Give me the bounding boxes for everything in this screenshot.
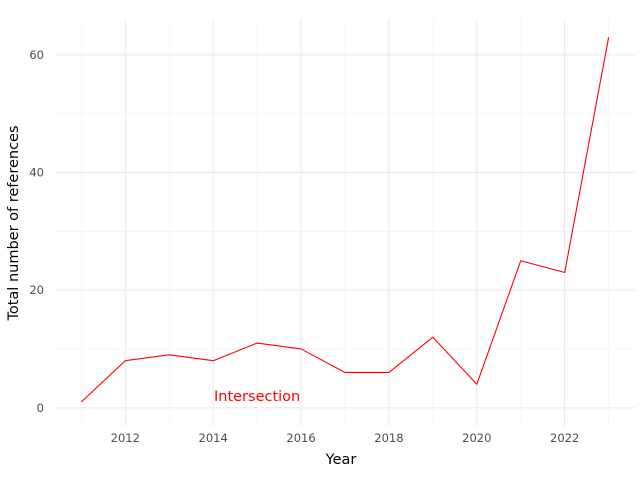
y-tick-label: 40 bbox=[29, 166, 44, 180]
x-tick-label: 2018 bbox=[374, 431, 403, 445]
x-tick-label: 2012 bbox=[111, 431, 140, 445]
x-tick-label: 2014 bbox=[199, 431, 228, 445]
x-tick-label: 2016 bbox=[286, 431, 315, 445]
annotation-label: Intersection bbox=[214, 389, 300, 405]
x-tick-label: 2022 bbox=[550, 431, 579, 445]
y-axis-title: Total number of references bbox=[6, 125, 22, 321]
minor-gridlines bbox=[55, 19, 635, 426]
y-tick-label: 60 bbox=[29, 48, 44, 62]
y-axis-tick-labels: 0 20 40 60 bbox=[29, 48, 44, 415]
y-tick-label: 20 bbox=[29, 283, 44, 297]
x-axis-title: Year bbox=[325, 452, 357, 468]
series-line bbox=[80, 37, 610, 403]
x-tick-label: 2020 bbox=[462, 431, 491, 445]
x-axis-tick-labels: 2012 2014 2016 2018 2020 2022 bbox=[111, 431, 580, 445]
series-layer bbox=[80, 37, 610, 403]
y-tick-label: 0 bbox=[37, 401, 44, 415]
major-gridlines bbox=[55, 19, 635, 426]
annotation-layer: Intersection bbox=[214, 389, 300, 405]
